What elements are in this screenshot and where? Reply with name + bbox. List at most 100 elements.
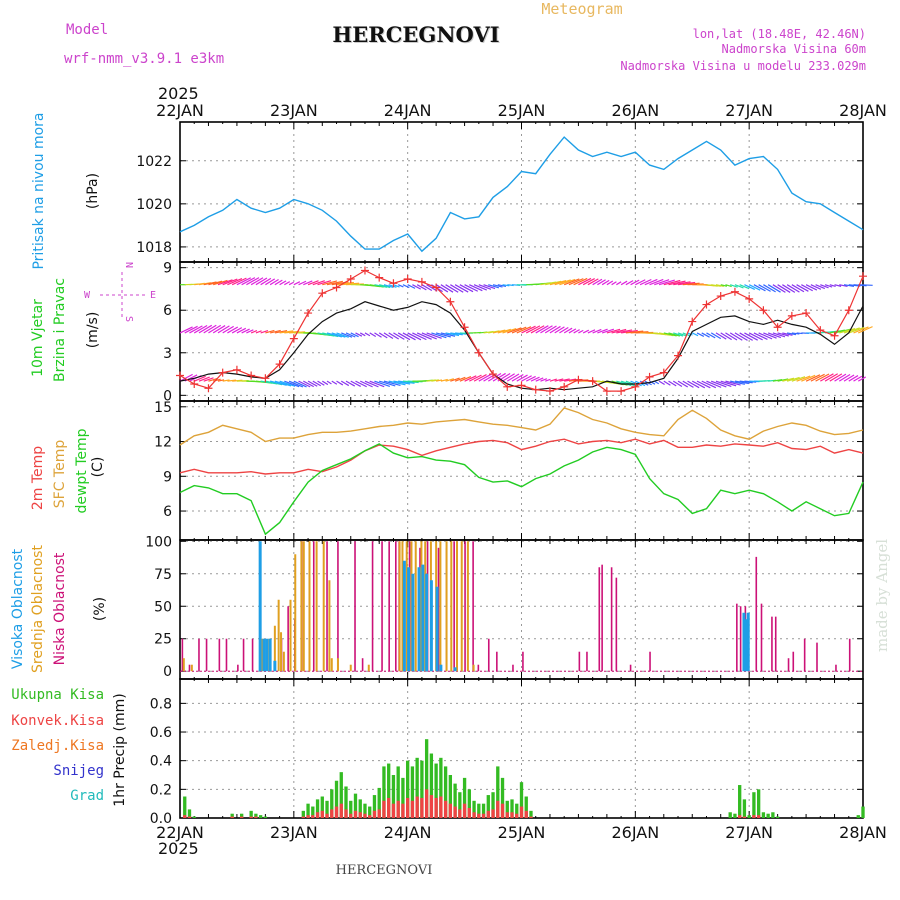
wind-vector bbox=[217, 279, 233, 286]
pressure-line bbox=[179, 136, 864, 253]
wind-vector bbox=[284, 380, 300, 388]
precip-convective-bar bbox=[453, 806, 457, 818]
wind-vector bbox=[706, 332, 716, 339]
precip-convective-bar bbox=[462, 803, 467, 818]
day-label-bottom: 27JAN bbox=[725, 823, 773, 842]
pressure-title: Pritisak na nivou mora bbox=[31, 112, 47, 269]
gust-marker bbox=[759, 306, 768, 315]
wind-vector bbox=[573, 277, 588, 286]
wind-vector bbox=[715, 380, 732, 387]
temp-label-2m: 2m Temp bbox=[30, 446, 46, 510]
gust-marker bbox=[830, 331, 839, 340]
wind-vector bbox=[611, 281, 617, 286]
gust-marker bbox=[659, 368, 668, 377]
wind-vector bbox=[554, 378, 564, 382]
wind-vector bbox=[379, 284, 391, 289]
precip-total-bar bbox=[861, 806, 865, 818]
compass-rose: W E N S bbox=[84, 262, 156, 322]
wind-vector bbox=[416, 284, 427, 291]
y-tick-label: 0.0 bbox=[150, 811, 172, 827]
wind-vector bbox=[364, 332, 371, 337]
wind-vector bbox=[331, 380, 338, 385]
y-tick-label: 100 bbox=[145, 534, 172, 550]
panel-frame bbox=[179, 121, 864, 263]
model-label: Model bbox=[66, 22, 108, 38]
gust-marker bbox=[617, 387, 626, 396]
precip-total-bar bbox=[856, 815, 860, 818]
wind-vector bbox=[691, 380, 706, 389]
wind-vector bbox=[416, 332, 432, 340]
wind-vector bbox=[725, 380, 741, 386]
temp-dewpoint-line bbox=[179, 443, 864, 536]
precip-total-bar bbox=[434, 763, 438, 818]
precip-total-bar bbox=[505, 800, 509, 818]
precip-convective-bar bbox=[415, 796, 419, 818]
wind-unit: (m/s) bbox=[85, 312, 101, 349]
wind-vector bbox=[326, 280, 343, 286]
bottom-day-labels: 22JAN 23JAN 24JAN 25JAN 26JAN 27JAN 28JAN bbox=[156, 823, 887, 842]
wind-vector bbox=[459, 375, 472, 382]
precip-total-bar bbox=[510, 799, 514, 818]
wind-vector bbox=[521, 375, 532, 382]
wind-vector bbox=[559, 378, 570, 382]
wind-vector bbox=[388, 284, 397, 288]
wind-vector bbox=[203, 324, 217, 334]
precip-total-bar bbox=[738, 785, 742, 818]
wind-vector bbox=[540, 378, 548, 382]
wind-vector bbox=[293, 281, 301, 286]
wind-vector bbox=[582, 278, 595, 286]
precip-total-bar bbox=[192, 816, 196, 818]
wind-vector bbox=[573, 329, 580, 334]
wind-vector bbox=[530, 376, 540, 382]
wind-vector bbox=[853, 375, 863, 382]
y-tick-label: 0.2 bbox=[150, 782, 172, 798]
wind-vector bbox=[668, 380, 677, 387]
precip-convective-bar bbox=[448, 803, 453, 818]
wind-vector bbox=[274, 329, 288, 334]
wind-vector bbox=[279, 280, 287, 286]
wind-vector bbox=[777, 332, 789, 337]
day-label-bottom: 25JAN bbox=[498, 823, 546, 842]
gust-marker bbox=[602, 387, 611, 396]
cloud-label-low: Niska Oblacnost bbox=[52, 552, 68, 665]
precip-total-bar bbox=[481, 803, 486, 818]
pressure-unit: (hPa) bbox=[85, 173, 101, 209]
gust-marker bbox=[588, 377, 597, 386]
wind-vector bbox=[511, 326, 527, 334]
wind-vector bbox=[260, 277, 272, 286]
wind-vector bbox=[421, 284, 433, 292]
precip-total-bar bbox=[377, 787, 381, 818]
precip-convective-bar bbox=[382, 800, 386, 818]
wind-vector bbox=[758, 332, 773, 340]
precip-convective-bar bbox=[239, 816, 244, 818]
wind-vector bbox=[345, 332, 356, 338]
wind-vector bbox=[706, 380, 722, 388]
wind-vector bbox=[587, 329, 596, 334]
precip-convective-bar bbox=[349, 813, 353, 818]
precip-total-bar bbox=[761, 812, 766, 818]
wind-vector bbox=[616, 380, 632, 387]
precip-total-bar bbox=[496, 766, 500, 818]
gust-marker bbox=[802, 309, 811, 318]
y-tick-label: 9 bbox=[163, 469, 172, 485]
precip-total-bar bbox=[311, 806, 315, 818]
wind-vector bbox=[398, 380, 415, 384]
wind-vector bbox=[824, 284, 833, 288]
wind-vector bbox=[341, 332, 353, 338]
wind-vector bbox=[236, 277, 252, 286]
wind-vector bbox=[801, 374, 816, 382]
wind-vector bbox=[763, 284, 776, 293]
wind-vector bbox=[179, 326, 193, 334]
precip-convective-bar bbox=[401, 803, 405, 818]
wind-vector bbox=[516, 374, 528, 382]
wind-vector bbox=[549, 280, 567, 286]
wind-vector bbox=[269, 380, 287, 386]
wind-vector bbox=[597, 279, 606, 286]
wind-vector bbox=[592, 328, 602, 334]
precip-convective-bar bbox=[738, 815, 742, 818]
wind-vector bbox=[649, 380, 656, 385]
precip-total-bar bbox=[339, 772, 343, 818]
wind-vector bbox=[440, 332, 456, 337]
wind-vector bbox=[407, 284, 416, 289]
wind-vector bbox=[469, 284, 483, 292]
